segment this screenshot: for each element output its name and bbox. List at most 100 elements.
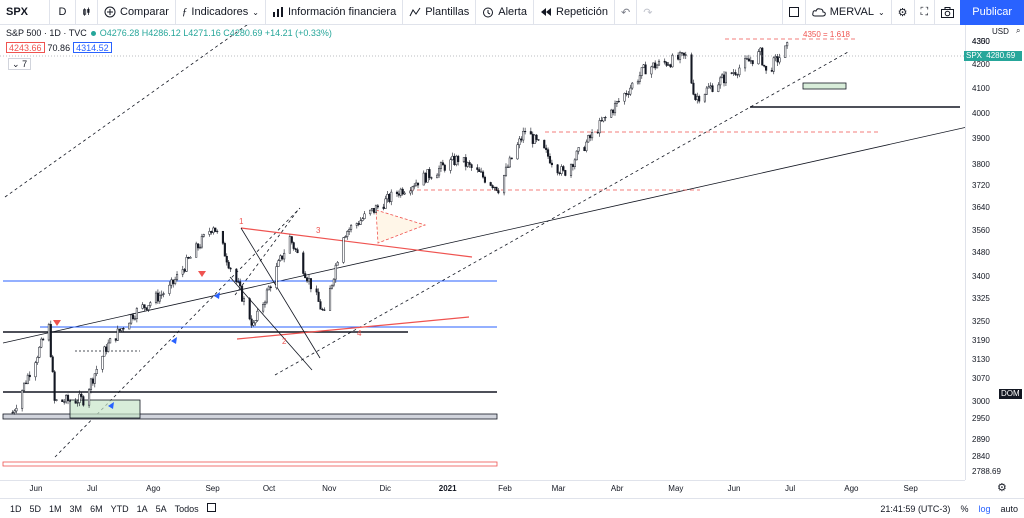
candle-body: [761, 47, 764, 66]
replay-button[interactable]: Repetición: [534, 0, 615, 25]
candle-body: [533, 134, 536, 144]
candle-body: [416, 182, 420, 186]
candle-body: [363, 213, 366, 219]
candle-body: [210, 231, 213, 233]
range-calendar-button[interactable]: [206, 503, 216, 514]
financials-button[interactable]: Información financiera: [266, 0, 404, 25]
publish-button[interactable]: Publicar: [960, 0, 1024, 25]
square-icon: [788, 7, 799, 17]
candle-body: [149, 302, 152, 306]
candle-body: [239, 281, 242, 287]
wave-channel-line[interactable]: [236, 316, 470, 340]
candle-body: [694, 94, 697, 100]
candle-body: [642, 64, 645, 68]
dashed-trendline[interactable]: [234, 209, 299, 296]
legend-title[interactable]: S&P 500 · 1D · TVC: [6, 28, 87, 38]
templates-button[interactable]: Plantillas: [403, 0, 477, 25]
candle-body: [135, 308, 138, 319]
fullscreen-button[interactable]: ⛶: [913, 0, 935, 25]
candle-body: [495, 186, 498, 191]
candle-body: [430, 177, 433, 179]
range-selector: 1D 5D 1M 3M 6M YTD 1A 5A Todos: [0, 504, 203, 514]
candle-body: [545, 147, 548, 150]
log-toggle[interactable]: log: [978, 503, 991, 514]
time-tick-label: Oct: [262, 484, 276, 493]
price-axis[interactable]: USD ⌕ SPX 4280.69 DOM 4350 4300 4200 4100 40…: [964, 25, 1024, 480]
auto-toggle[interactable]: auto: [1000, 503, 1018, 514]
flag-pattern[interactable]: [375, 209, 427, 244]
redo-icon: ↷: [643, 6, 653, 19]
layout-button[interactable]: MERVAL ⌄: [804, 0, 891, 25]
dom-badge[interactable]: DOM: [999, 389, 1022, 399]
time-tick-label: Jul: [784, 484, 796, 493]
candle-body: [386, 193, 389, 200]
candle-body: [141, 304, 144, 309]
range-1d[interactable]: 1D: [10, 503, 22, 514]
candle-body: [629, 87, 632, 95]
alert-button[interactable]: Alerta: [476, 0, 534, 25]
range-3m[interactable]: 3M: [69, 503, 83, 514]
chevron-down-icon: ⌄: [12, 59, 20, 69]
candle-body: [585, 141, 588, 151]
candle-body: [583, 147, 586, 151]
symbol-search[interactable]: SPX: [0, 0, 50, 25]
wave-channel-line[interactable]: [240, 227, 473, 258]
settings-button[interactable]: ⚙: [890, 0, 914, 25]
candle-body: [154, 292, 158, 303]
candle-body: [413, 185, 416, 188]
price-tick-label: 2890: [972, 434, 990, 444]
spread-value: 70.86: [47, 42, 71, 53]
dashed-trendline[interactable]: [274, 51, 849, 376]
candle-body: [279, 255, 282, 261]
range-1a[interactable]: 1A: [136, 503, 148, 514]
range-1m[interactable]: 1M: [49, 503, 62, 514]
candle-body: [252, 322, 255, 326]
candle-body: [277, 260, 280, 267]
time-axis[interactable]: Jun Jul Ago Sep Oct Nov Dic 2021 Feb Mar Abr May Jun…: [0, 480, 965, 494]
indicators-collapse[interactable]: ⌄ 7: [8, 58, 32, 70]
dashed-trendline[interactable]: [4, 25, 282, 198]
candle-body: [786, 42, 789, 47]
redo-button[interactable]: ↷: [637, 0, 658, 25]
indicators-button[interactable]: ƒ Indicadores ⌄: [176, 0, 266, 25]
candle-body: [504, 166, 508, 176]
range-6m[interactable]: 6M: [90, 503, 103, 514]
candle-body: [612, 109, 615, 114]
candle-body: [556, 164, 559, 174]
wave-line[interactable]: [240, 227, 321, 359]
candle-body: [738, 67, 741, 76]
screenshot-button[interactable]: [934, 0, 960, 25]
candle-body: [189, 257, 192, 259]
range-5d[interactable]: 5D: [29, 503, 42, 514]
price-chart[interactable]: 1 2 3 4 4350 = 1.618: [0, 25, 965, 480]
compare-button[interactable]: Comparar: [98, 0, 176, 25]
range-5a[interactable]: 5A: [155, 503, 167, 514]
interval-button[interactable]: D: [50, 0, 76, 25]
solid-trendline[interactable]: [2, 123, 965, 344]
candle-body: [292, 242, 295, 249]
candle-body: [109, 338, 112, 344]
percent-toggle[interactable]: %: [960, 503, 969, 514]
candle-body: [120, 328, 123, 331]
support-zone-red[interactable]: [2, 461, 498, 467]
range-todos[interactable]: Todos: [174, 503, 199, 514]
candle-body: [631, 82, 634, 89]
wave-line[interactable]: [229, 276, 313, 371]
chart-type-button[interactable]: [76, 0, 98, 25]
undo-button[interactable]: ↶: [615, 0, 638, 25]
axis-settings-button[interactable]: ⚙: [997, 481, 1007, 494]
candle-body: [443, 164, 446, 171]
fullscreen-toggle[interactable]: [781, 0, 805, 25]
candle-body: [376, 205, 379, 208]
buy-zone[interactable]: [69, 399, 141, 419]
range-ytd[interactable]: YTD: [110, 503, 129, 514]
candle-body: [604, 117, 607, 119]
candle-body: [529, 131, 532, 135]
candle-body: [91, 378, 94, 384]
support-zone-gray[interactable]: [2, 413, 498, 420]
candle-body: [409, 190, 412, 194]
time-tick-label: Jul: [86, 484, 98, 493]
clock[interactable]: 21:41:59 (UTC-3): [880, 503, 951, 514]
buy-zone[interactable]: [802, 82, 847, 90]
price-tick-label: 4300: [972, 37, 990, 46]
